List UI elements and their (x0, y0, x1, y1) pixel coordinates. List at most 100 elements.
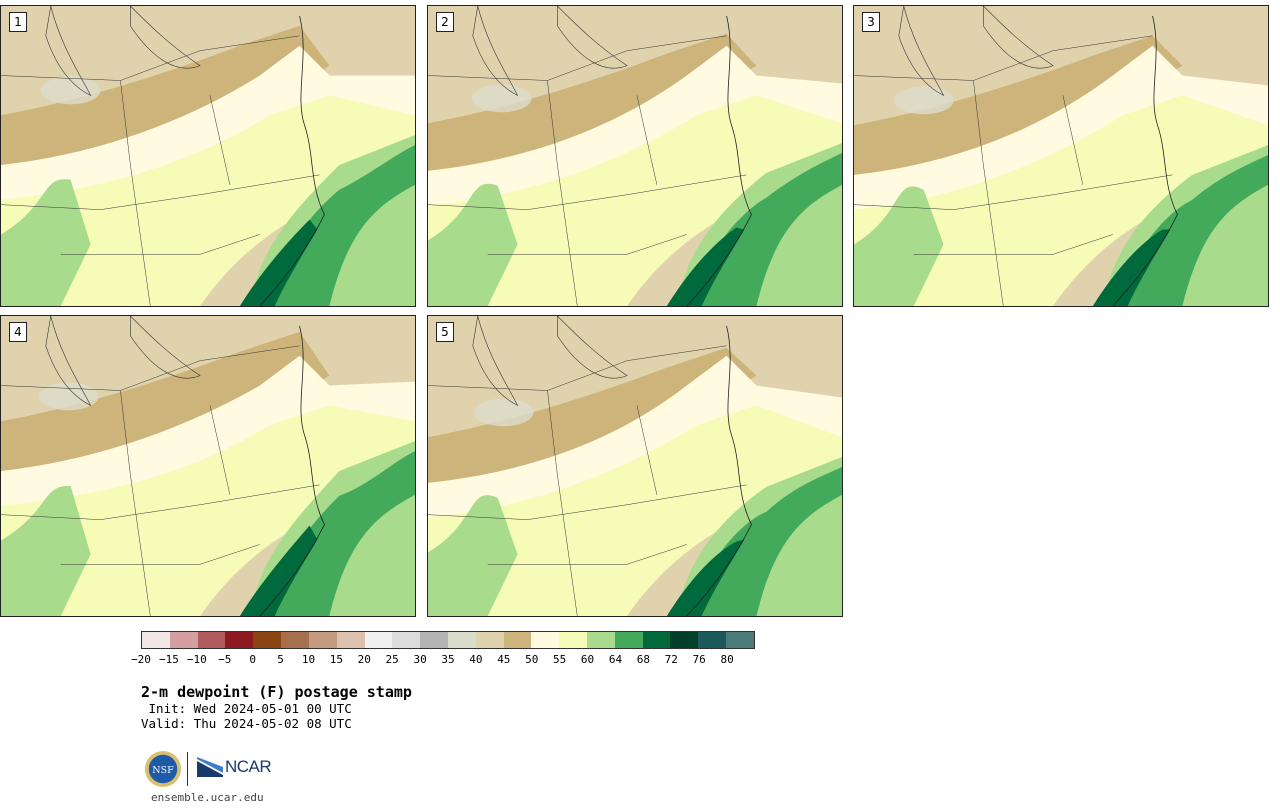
panel-number-5: 5 (436, 322, 454, 342)
dewpoint-map-4 (1, 316, 415, 616)
color-legend-ticks: −20 −15 −10 −5 0 5 10 15 20 25 30 35 40 45 50 55 60 64 68 7… (131, 653, 755, 667)
legend-tick-label: 80 (720, 653, 734, 666)
logo-divider (187, 752, 188, 786)
dewpoint-map-5 (428, 316, 842, 616)
legend-tick-label: 35 (441, 653, 455, 666)
dewpoint-map-3 (854, 6, 1268, 306)
legend-swatch (670, 632, 699, 648)
legend-swatch (475, 632, 504, 648)
legend-tick-label: 45 (497, 653, 511, 666)
legend-swatch (169, 632, 198, 648)
state-borders (428, 345, 747, 616)
legend-swatch (587, 632, 615, 648)
coastline (686, 325, 752, 616)
lightyellow-region (1, 405, 415, 616)
nsf-logo-icon: NSF (144, 750, 182, 788)
nsf-logo-text: NSF (152, 765, 174, 776)
lightgreen-region-west (854, 186, 944, 306)
legend-swatch (197, 632, 226, 648)
darkgreen-region (666, 227, 745, 306)
tan-region (854, 35, 1183, 190)
legend-swatch (503, 632, 532, 648)
legend-swatch (364, 632, 393, 648)
darkgreen-region (239, 219, 318, 306)
legend-tick-label: 30 (413, 653, 427, 666)
legend-swatch (392, 632, 421, 648)
state-borders (854, 35, 1173, 306)
legend-swatch (336, 632, 365, 648)
panel-number-3: 3 (862, 12, 880, 32)
panel-number-4: 4 (9, 322, 27, 342)
coastline (259, 15, 325, 306)
legend-tick-label: 10 (301, 653, 316, 666)
legend-tick-label: −20 (131, 653, 151, 666)
legend-swatch (614, 632, 643, 648)
legend-tick-label: 55 (553, 653, 567, 666)
lightgreen-region-west (1, 485, 91, 616)
green-region (259, 451, 415, 616)
green-region (686, 466, 842, 616)
gray-region (471, 84, 532, 113)
product-title: 2-m dewpoint (F) postage stamp (141, 683, 412, 701)
tan-region (428, 33, 757, 186)
legend-tick-label: 5 (277, 653, 284, 666)
lightgreen-region-west (428, 183, 518, 306)
ncar-mark-icon (197, 757, 223, 777)
green-region (1112, 155, 1268, 306)
legend-tick-label: 40 (469, 653, 483, 666)
dewpoint-map-2 (428, 6, 842, 306)
panel-number-2: 2 (436, 12, 454, 32)
darkgreen-region (666, 539, 745, 616)
tan-region (1, 331, 330, 486)
legend-swatch (225, 632, 254, 648)
green-region (686, 153, 842, 306)
legend-swatch (642, 632, 671, 648)
legend-tick-label: 15 (329, 653, 343, 666)
site-url: ensemble.ucar.edu (151, 791, 264, 804)
great-lakes-outline (472, 316, 628, 407)
legend-tick-label: 76 (692, 653, 706, 666)
lightyellow-region (854, 95, 1268, 306)
gray-region (40, 76, 101, 105)
legend-tick-label: 50 (525, 653, 539, 666)
legend-swatch (531, 632, 560, 648)
valid-time: Valid: Thu 2024-05-02 08 UTC (141, 716, 352, 731)
legend-tick-label: 0 (249, 653, 256, 666)
legend-tick-label: −15 (158, 653, 179, 666)
legend-tick-label: 68 (636, 653, 650, 666)
lightyellow-region (1, 95, 415, 306)
darkgreen-region (239, 525, 318, 616)
lightgreen-region-west (428, 495, 518, 616)
state-borders (428, 35, 747, 306)
legend-tick-label: 64 (608, 653, 623, 666)
color-legend-bar (141, 631, 755, 649)
gray-region (473, 398, 534, 427)
ncar-logo: NCAR (197, 756, 272, 778)
coastline (259, 325, 325, 616)
legend-swatch (253, 632, 282, 648)
legend-swatch (559, 632, 587, 648)
legend-swatch (698, 632, 727, 648)
tan-region (1, 25, 330, 180)
tan-region (428, 347, 757, 498)
state-borders (1, 35, 320, 306)
stamp-panel-3: 3 (853, 5, 1269, 307)
dewpoint-map-1 (1, 6, 415, 306)
legend-swatch (142, 632, 170, 648)
gray-region (893, 86, 954, 115)
stamp-panel-4: 4 (0, 315, 416, 617)
legend-tick-label: 72 (664, 653, 678, 666)
coastline (686, 15, 752, 306)
legend-swatch (447, 632, 476, 648)
great-lakes-outline (472, 6, 628, 97)
legend-swatch (308, 632, 337, 648)
darkgreen-region (1092, 229, 1171, 306)
legend-tick-label: 60 (580, 653, 595, 666)
green-region (259, 145, 415, 306)
legend-swatch (281, 632, 309, 648)
legend-tick-label: −5 (218, 653, 232, 666)
great-lakes-outline (45, 6, 201, 97)
lightyellow-region (428, 95, 842, 306)
lightyellow-region (428, 405, 842, 616)
legend-tick-label: −10 (186, 653, 207, 666)
